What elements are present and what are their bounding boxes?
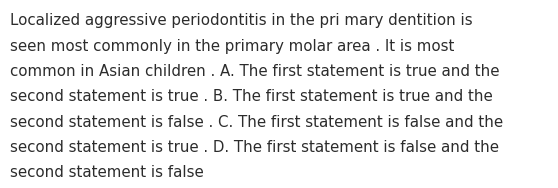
Text: second statement is false . C. The first statement is false and the: second statement is false . C. The first… (10, 115, 503, 130)
Text: common in Asian children . A. The first statement is true and the: common in Asian children . A. The first … (10, 64, 499, 79)
Text: second statement is true . B. The first statement is true and the: second statement is true . B. The first … (10, 89, 493, 104)
Text: second statement is false: second statement is false (10, 165, 204, 180)
Text: second statement is true . D. The first statement is false and the: second statement is true . D. The first … (10, 140, 499, 155)
Text: Localized aggressive periodontitis in the pri mary dentition is: Localized aggressive periodontitis in th… (10, 13, 473, 28)
Text: seen most commonly in the primary molar area . It is most: seen most commonly in the primary molar … (10, 39, 454, 54)
